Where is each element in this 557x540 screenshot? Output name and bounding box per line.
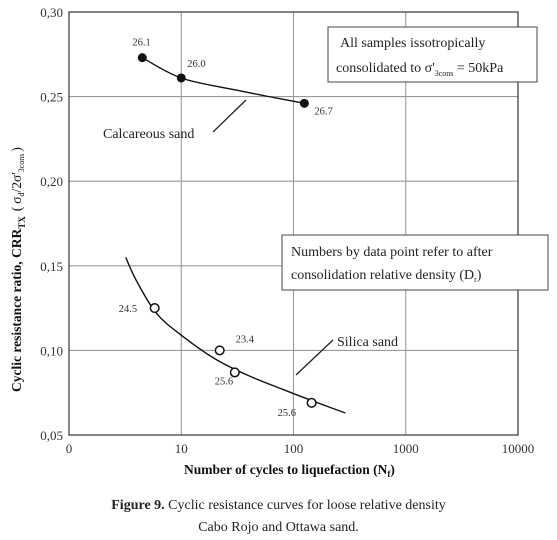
- x-tick-label: 10000: [502, 441, 535, 456]
- figure-caption: Figure 9. Cyclic resistance curves for l…: [0, 495, 557, 539]
- y-tick-label: 0,25: [40, 90, 63, 105]
- calcareous-leader-line: [212, 99, 247, 133]
- data-point-silica: [214, 345, 225, 356]
- note-box-relative-density-line2: consolidation relative density (Dr): [291, 268, 482, 284]
- x-tick-label: 1000: [393, 441, 419, 456]
- data-point-label: 26.1: [132, 38, 150, 49]
- silica-sand-label: Silica sand: [337, 335, 398, 350]
- y-tick-label: 0,10: [40, 343, 63, 358]
- caption-line-2: Cabo Rojo and Ottawa sand.: [198, 520, 359, 535]
- data-point-label: 24.5: [119, 304, 137, 315]
- data-point-silica: [149, 303, 160, 314]
- point-labels: 26.1 26.0 26.7 24.5 23.4 25.6 25.6: [119, 38, 333, 419]
- curves: [125, 57, 346, 414]
- note-box-consolidation: [327, 26, 538, 83]
- y-tick-labels: 0,05 0,10 0,15 0,20 0,25 0,30: [40, 5, 63, 443]
- figure-label: Figure 9.: [111, 498, 165, 513]
- x-tick-labels: 0 10 100 1000 10000: [66, 441, 535, 456]
- note-box-relative-density-line1: Numbers by data point refer to after: [291, 245, 493, 260]
- note-box-relative-density: [281, 234, 549, 291]
- data-point-label: 26.0: [187, 59, 205, 70]
- curve-silica-sand: [125, 257, 346, 414]
- curve-calcareous-sand: [141, 57, 305, 105]
- note-box-consolidation-line1: All samples issotropically: [340, 36, 485, 51]
- data-point-calcareous: [176, 73, 186, 83]
- data-point-label: 25.6: [278, 408, 296, 419]
- data-point-label: 25.6: [215, 376, 233, 387]
- silica-leader-line: [295, 339, 334, 376]
- data-point-label: 23.4: [236, 334, 255, 345]
- plot-frame: [68, 11, 519, 436]
- data-point-silica: [229, 367, 240, 378]
- y-tick-label: 0,20: [40, 174, 63, 189]
- y-tick-label: 0,15: [40, 259, 63, 274]
- x-tick-label: 100: [284, 441, 304, 456]
- caption-line-1: Figure 9. Cyclic resistance curves for l…: [0, 495, 557, 517]
- data-point-label: 26.7: [314, 106, 332, 117]
- y-tick-label: 0,30: [40, 5, 63, 20]
- data-point-silica: [306, 397, 317, 408]
- caption-text-1: Cyclic resistance curves for loose relat…: [164, 498, 446, 513]
- y-axis-title: Cyclic resistance ratio, CRRTX(σd/2σ'3co…: [9, 147, 27, 392]
- chart: 0 10 100 1000 10000 0,05 0,10 0,15 0,20 0,25 0,30…: [9, 5, 549, 479]
- data-point-calcareous: [137, 53, 147, 63]
- data-point-calcareous: [299, 98, 309, 108]
- x-axis-title: Number of cycles to liquefaction (Nf): [184, 462, 395, 479]
- x-tick-label: 10: [175, 441, 188, 456]
- data-points: [137, 53, 317, 408]
- note-box-consolidation-line2: consolidated to σ'3cons = 50kPa: [336, 61, 504, 78]
- calcareous-sand-label: Calcareous sand: [103, 127, 194, 142]
- x-tick-label: 0: [66, 441, 73, 456]
- y-tick-label: 0,05: [40, 428, 63, 443]
